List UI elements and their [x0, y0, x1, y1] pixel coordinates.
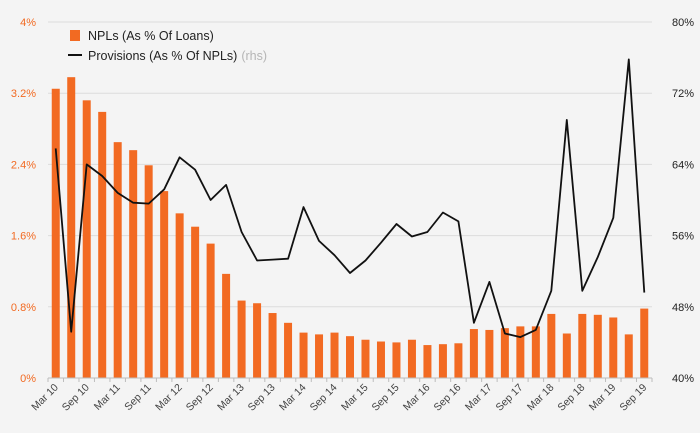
x-tick-label: Sep 18: [555, 382, 587, 414]
legend-bar-swatch: [70, 30, 80, 41]
npl-bar: [454, 343, 463, 378]
npl-bar: [67, 77, 76, 379]
npl-bar: [578, 313, 587, 378]
npl-bar: [361, 339, 370, 378]
legend-line-note: (rhs): [241, 49, 267, 63]
npl-bar: [609, 317, 618, 378]
y-right-tick-label: 56%: [672, 231, 694, 243]
x-tick-label: Mar 11: [92, 382, 123, 413]
x-tick-label: Sep 11: [122, 382, 154, 414]
npl-bar: [82, 100, 91, 378]
x-tick-label: Mar 19: [587, 382, 619, 414]
x-tick-label: Sep 19: [617, 382, 649, 414]
npl-bar: [98, 111, 107, 378]
x-tick-label: Mar 16: [401, 382, 433, 414]
x-tick-label: Mar 12: [153, 382, 185, 414]
npl-bar: [222, 273, 231, 378]
npl-bar: [206, 243, 215, 378]
npl-bar: [129, 150, 138, 378]
npl-bar: [191, 226, 200, 378]
npl-bar: [175, 213, 184, 378]
npl-bar: [237, 300, 246, 378]
provisions-line-group: [54, 58, 646, 339]
npl-bar: [284, 322, 293, 378]
legend-bar-label: NPLs (As % Of Loans): [88, 29, 214, 43]
x-tick-label: Mar 14: [277, 382, 309, 414]
legend-line-entry: Provisions (As % Of NPLs) (rhs): [88, 49, 267, 63]
npl-bar: [469, 329, 478, 378]
x-tick-label: Sep 10: [60, 382, 92, 414]
x-tick-label: Sep 17: [493, 382, 525, 414]
y-right-tick-label: 64%: [672, 159, 694, 171]
npl-bar: [160, 191, 169, 378]
y-left-tick-label: 0.8%: [11, 302, 36, 314]
npl-bar: [562, 333, 571, 378]
x-tick-label: Mar 10: [29, 382, 61, 414]
npl-bar: [113, 142, 122, 378]
npl-bar: [593, 314, 602, 378]
npl-bar: [485, 329, 494, 378]
npl-bar: [392, 342, 401, 378]
y-left-tick-label: 1.6%: [11, 231, 36, 243]
npl-bar: [315, 334, 324, 378]
y-right-tick-label: 72%: [672, 88, 694, 100]
provisions-line: [54, 58, 646, 339]
npl-bar: [407, 339, 416, 378]
x-tick-label: Mar 13: [215, 382, 247, 414]
x-tick-label: Sep 16: [432, 382, 464, 414]
npl-bar: [516, 326, 525, 378]
y-right-tick-label: 48%: [672, 302, 694, 314]
grid-lines: [48, 21, 652, 308]
y-left-tick-label: 2.4%: [11, 159, 36, 171]
y-left-tick-label: 3.2%: [11, 88, 36, 100]
y-left-tick-label: 4%: [20, 17, 36, 29]
legend: NPLs (As % Of Loans) Provisions (As % Of…: [68, 29, 267, 63]
x-tick-label: Sep 12: [184, 382, 216, 414]
npl-bar: [640, 308, 649, 378]
npl-bar: [268, 313, 277, 378]
npl-bars: [51, 77, 649, 379]
npl-bar: [51, 88, 60, 378]
npl-bar: [624, 334, 633, 378]
npl-bar: [423, 345, 432, 378]
y-left-tick-label: 0%: [20, 373, 36, 385]
npl-bar: [144, 165, 153, 378]
npl-bar: [346, 336, 354, 378]
y-right-tick-label: 80%: [672, 17, 694, 29]
x-tick-label: Mar 17: [463, 382, 495, 414]
npl-bar: [376, 341, 385, 378]
x-tick-label: Sep 15: [370, 382, 402, 414]
npl-bar: [531, 326, 540, 378]
npl-bar: [500, 328, 509, 378]
x-tick-label: Mar 18: [525, 382, 557, 414]
npl-bar: [438, 344, 447, 378]
x-tick-label: Mar 15: [339, 382, 371, 414]
legend-line-label: Provisions (As % Of NPLs): [88, 49, 237, 63]
npl-bar: [547, 313, 556, 378]
y-right-tick-label: 40%: [672, 373, 694, 385]
npl-bar: [299, 332, 308, 378]
x-tick-label: Sep 14: [308, 382, 340, 414]
x-tick-label: Sep 13: [246, 382, 278, 414]
npl-bar: [330, 332, 339, 378]
npl-bar: [253, 303, 262, 378]
